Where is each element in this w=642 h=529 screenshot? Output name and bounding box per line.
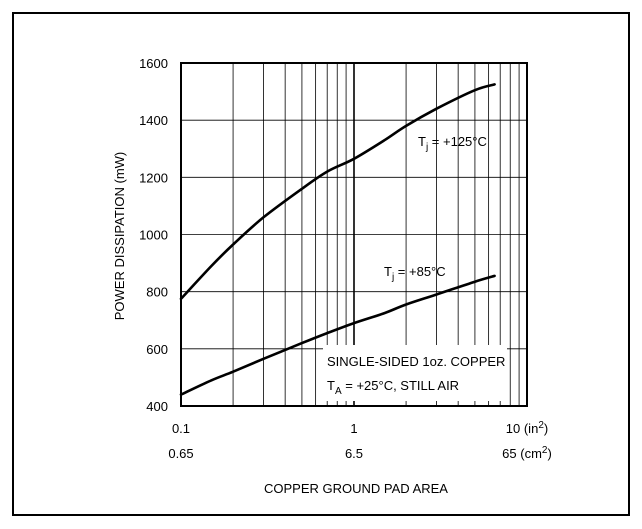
series-label-85c: Tj = +85°C [384,264,446,283]
x-tick-label-in: 0.1 [172,421,190,436]
plot-area [180,62,528,407]
series-line-85c [179,274,496,396]
x-tick-label-cm: 0.65 [168,446,193,461]
y-tick-label: 800 [146,285,168,300]
x-tick-label-in: 1 [350,421,357,436]
x-tick-label-cm: 65 (cm2) [502,445,552,461]
x-tick-label-in: 10 (in2) [506,420,548,436]
y-tick-label: 1200 [139,170,168,185]
series-label-125c: Tj = +125°C [418,134,487,153]
tick-labels: 400 600 800 1000 1200 1400 1600 0.1 1 10 (in2) 0.6… [139,56,552,461]
x-axis-title: COPPER GROUND PAD AREA [264,481,448,496]
series-lines [179,83,496,396]
y-tick-label: 1600 [139,56,168,71]
x-tick-label-cm: 6.5 [345,446,363,461]
y-axis-title: POWER DISSIPATION (mW) [112,152,127,321]
annotation-ambient: TA = +25°C, STILL AIR [327,378,459,397]
y-tick-label: 1400 [139,113,168,128]
series-line-125c [179,83,496,301]
y-tick-label: 400 [146,399,168,414]
annotation-background [323,345,507,401]
annotation-copper: SINGLE-SIDED 1oz. COPPER [327,354,505,369]
y-tick-label: 1000 [139,228,168,243]
y-tick-label: 600 [146,342,168,357]
